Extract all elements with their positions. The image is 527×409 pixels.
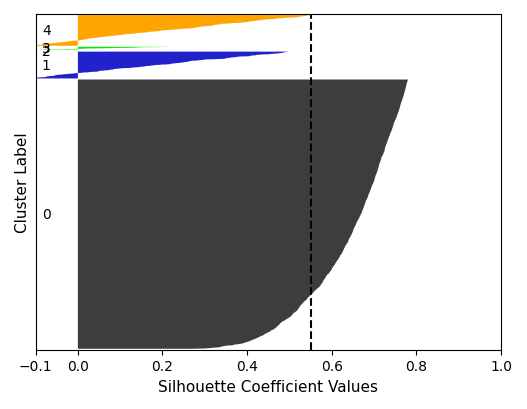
Text: 2: 2 — [42, 45, 51, 58]
Text: 3: 3 — [42, 42, 51, 56]
X-axis label: Silhouette Coefficient Values: Silhouette Coefficient Values — [158, 379, 378, 394]
Text: 0: 0 — [42, 208, 51, 222]
Text: 4: 4 — [42, 24, 51, 38]
Y-axis label: Cluster Label: Cluster Label — [15, 132, 30, 233]
Text: 1: 1 — [42, 59, 51, 73]
